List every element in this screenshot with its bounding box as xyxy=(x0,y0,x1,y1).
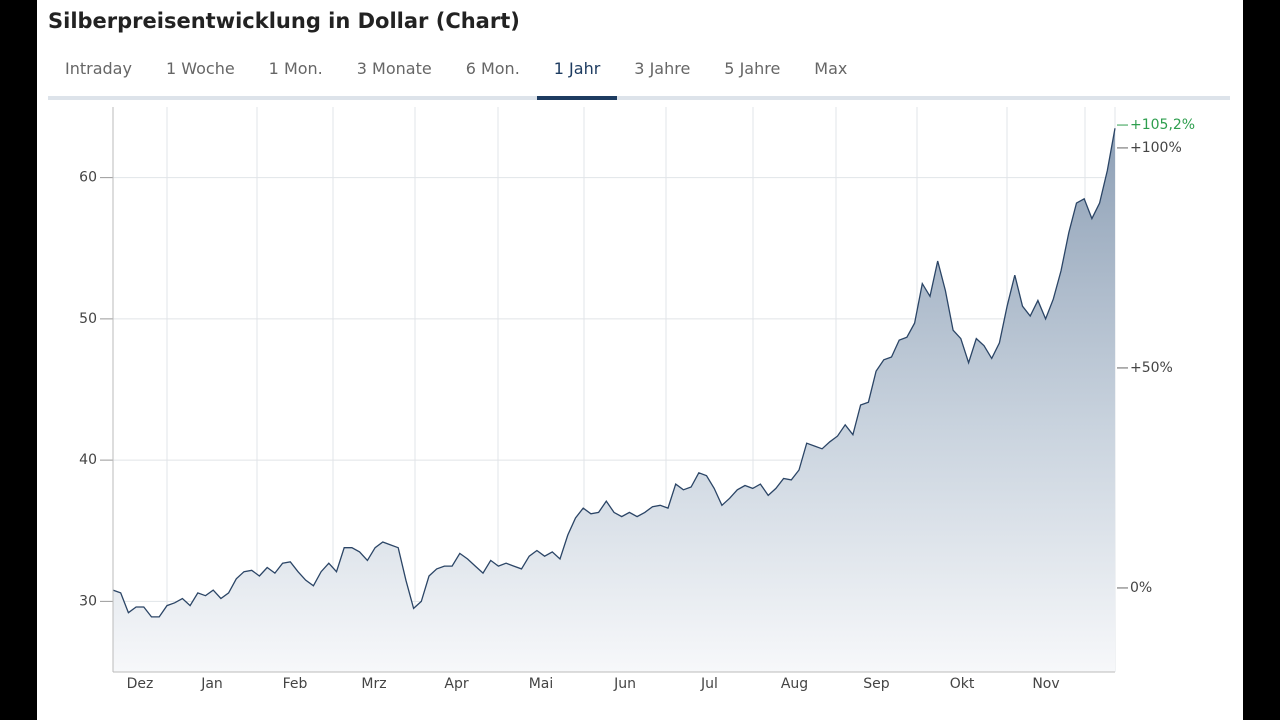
y-tick-label: 30 xyxy=(79,593,97,609)
x-tick-label: Nov xyxy=(1032,676,1059,692)
y2-tick-label: +50% xyxy=(1130,360,1173,376)
tab[interactable]: 3 Monate xyxy=(356,59,432,78)
tab[interactable]: 1 Jahr xyxy=(536,50,618,100)
x-tick-label: Feb xyxy=(283,676,308,692)
x-tick-label: Aug xyxy=(781,676,808,692)
page-title: Silberpreisentwicklung in Dollar (Chart) xyxy=(48,9,520,33)
current-label: +105,2% xyxy=(1130,117,1195,133)
x-tick-label: Mai xyxy=(529,676,554,692)
tab[interactable]: 6 Mon. xyxy=(465,59,520,78)
y2-tick-label: +100% xyxy=(1130,140,1182,156)
chart: 30 40 50 60 Dez Jan Feb Mrz Apr Mai Jun Jul Aug Sep Ok… xyxy=(79,107,1195,692)
x-tick-label: Sep xyxy=(863,676,890,692)
x-tick-label: Apr xyxy=(444,676,468,692)
x-tick-label: Jun xyxy=(613,676,636,692)
x-tick-label: Jul xyxy=(700,676,718,692)
y-tick-label: 50 xyxy=(79,311,97,327)
page: Silberpreisentwicklung in Dollar (Chart)… xyxy=(37,0,1243,720)
tab[interactable]: Max xyxy=(814,59,848,78)
tab[interactable]: 3 Jahre xyxy=(634,59,691,78)
area xyxy=(113,128,1115,672)
x-tick-label: Mrz xyxy=(361,676,386,692)
tab[interactable]: Intraday xyxy=(65,59,132,78)
line xyxy=(112,128,1116,618)
x-tick-label: Okt xyxy=(950,676,975,692)
tab[interactable]: 1 Mon. xyxy=(268,59,323,78)
tab[interactable]: 5 Jahre xyxy=(724,59,781,78)
y-tick-label: 60 xyxy=(79,170,97,186)
x-tick-label: Jan xyxy=(200,676,223,692)
tab-bar: Intraday 1 Woche 1 Mon. 3 Monate 6 Mon. 1 Jah… xyxy=(48,50,1230,100)
tab[interactable]: 1 Woche xyxy=(165,59,235,78)
y-tick-label: 40 xyxy=(79,452,97,468)
y2-tick-label: 0% xyxy=(1130,580,1152,596)
x-tick-label: Dez xyxy=(127,676,154,692)
